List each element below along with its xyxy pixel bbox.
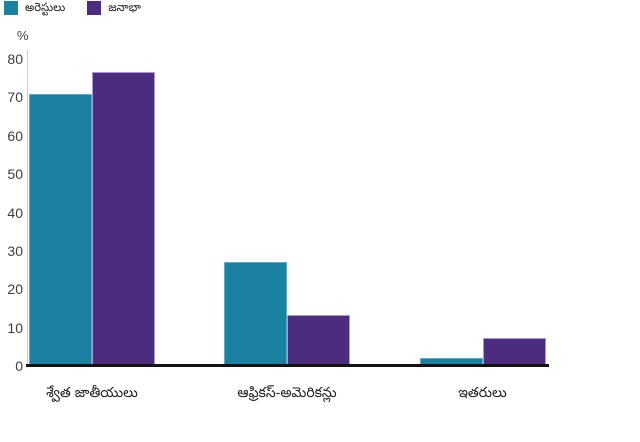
y-axis-tick-label: 70 [7,89,23,106]
y-axis-tick-label: 60 [7,127,23,144]
legend: అరెస్టులు జనాభా [4,0,141,15]
bar-arrests-1 [224,262,287,366]
bar-population-1 [287,314,350,366]
y-axis-tick-label: 0 [15,358,23,374]
y-axis-tick-label: 10 [7,319,23,336]
bar-arrests-2 [419,357,483,366]
legend-item-population: జనాభా [87,0,141,15]
y-axis-tick-label: 30 [7,242,23,259]
x-axis-category-label: ఆఫ్రికస్-అమెరికన్లు [237,384,337,400]
y-axis-tick-label: 50 [7,166,23,183]
y-axis-line [27,50,28,366]
x-axis-category-label: ఇతరులు [458,384,507,400]
bar-population-2 [482,337,546,366]
arrests-color-swatch [4,0,18,15]
x-axis-line [26,364,549,367]
y-axis-tick-label: 80 [7,51,23,67]
x-axis-category-label: శ్వేత జాతీయులు [46,384,138,400]
bar-arrests-0 [29,93,92,366]
bar-population-0 [92,72,155,366]
legend-label-arrests: అరెస్టులు [25,2,66,14]
legend-item-arrests: అరెస్టులు [4,0,65,15]
legend-label-population: జనాభా [108,2,141,14]
population-color-swatch [87,0,102,15]
y-axis-tick-label: 40 [7,204,23,221]
y-axis-tick-label: 20 [7,281,23,298]
y-axis-unit-label: % [17,28,29,43]
